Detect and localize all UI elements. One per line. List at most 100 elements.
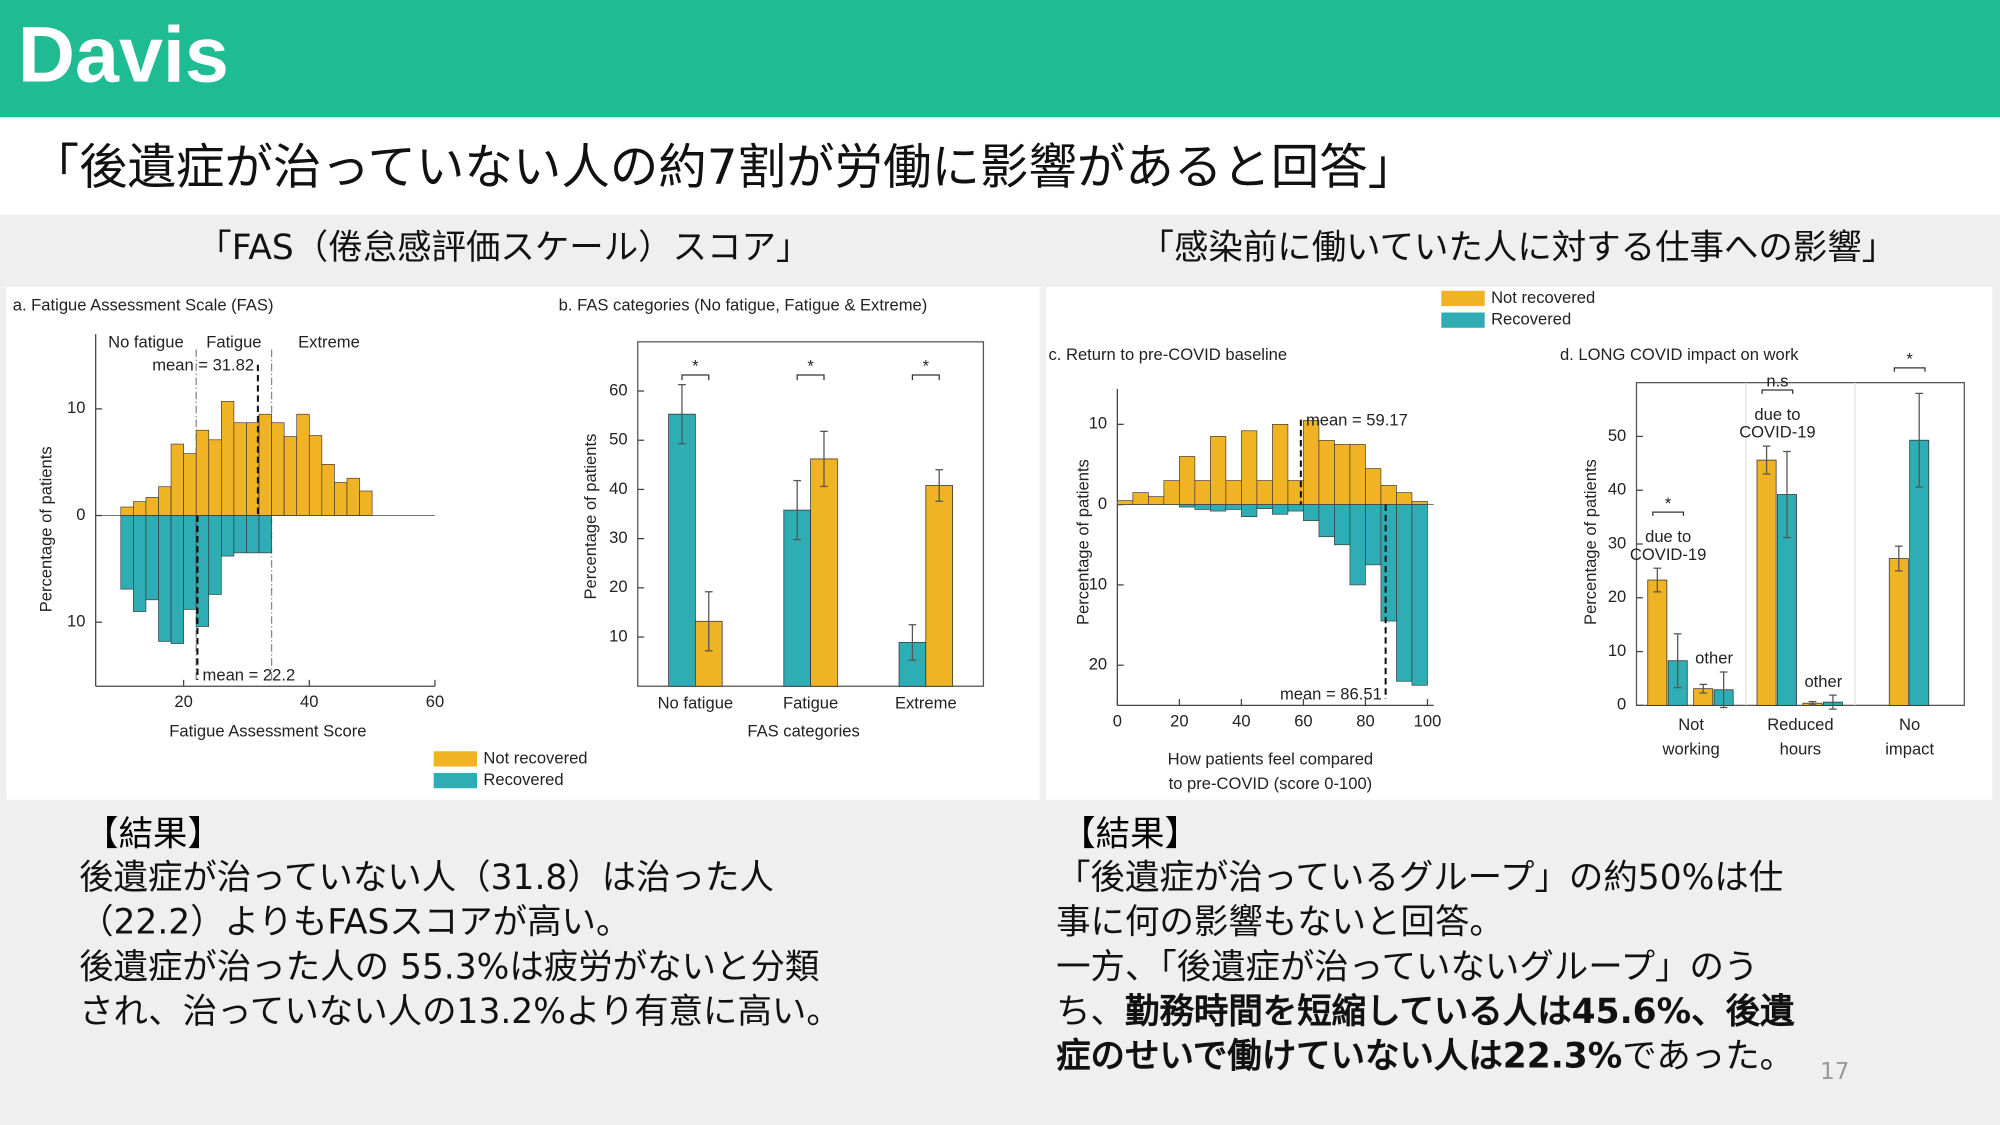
result-text: 症のせいで働けていない人は22.3%: [1056, 1036, 1623, 1077]
bar: [810, 458, 838, 687]
legend-label: Recovered: [1491, 310, 1571, 329]
y-tick-label: 20: [1608, 587, 1626, 606]
y-tick-label: 40: [1608, 480, 1626, 499]
x-tick-label: 60: [1294, 711, 1312, 730]
histogram-bar: [1349, 504, 1366, 586]
y-tick-label: 50: [609, 430, 627, 449]
left-result-label: 【結果】: [84, 815, 222, 855]
histogram-bar: [246, 515, 260, 554]
histogram-bar: [296, 413, 310, 516]
y-tick-label: 10: [1089, 414, 1107, 433]
histogram-bar: [1287, 504, 1304, 512]
histogram-bar: [1210, 504, 1227, 512]
histogram-bar: [1303, 420, 1320, 505]
histogram-bar: [1163, 480, 1180, 505]
header-title: Davis: [17, 11, 229, 100]
legend-swatch: [1441, 312, 1485, 328]
histogram-bar: [120, 506, 134, 516]
y-tick-label: 0: [1098, 494, 1107, 513]
histogram-bar: [1334, 444, 1351, 505]
left-heading: 「FAS（倦怠感評価スケール）スコア」: [197, 228, 811, 268]
x-tick-label: 20: [1170, 711, 1188, 730]
chart-title: b. FAS categories (No fatigue, Fatigue &…: [559, 295, 928, 314]
y-axis-label: Percentage of patients: [1074, 459, 1093, 625]
histogram-bar: [346, 477, 360, 516]
significance-bracket: [1652, 511, 1685, 516]
histogram-bar: [1411, 501, 1428, 505]
significance: *: [1906, 350, 1913, 369]
bar: [1647, 579, 1668, 706]
group-label: impact: [1885, 739, 1934, 758]
histogram-bar: [170, 443, 184, 516]
histogram-bar: [1148, 496, 1165, 505]
histogram-bar: [133, 501, 147, 516]
histogram-bar: [1365, 468, 1382, 505]
result-text: 後遺症が治っていない人（31.8）は治った人: [79, 858, 774, 898]
result-line: 症のせいで働けていない人は22.3%であった。: [1056, 1028, 1794, 1078]
result-text: 勤務時間を短縮している人は45.6%、後遺: [1124, 992, 1795, 1032]
histogram-bar: [183, 515, 197, 610]
result-text: であった。: [1622, 1036, 1795, 1077]
x-axis-label: How patients feel compared: [1168, 750, 1374, 769]
x-axis-label: to pre-COVID (score 0-100): [1169, 774, 1373, 793]
histogram-bar: [258, 515, 272, 554]
histogram-bar: [1411, 504, 1428, 686]
x-axis-label: Fatigue Assessment Score: [169, 722, 366, 741]
legend-swatch: [1441, 290, 1485, 307]
histogram-bar: [221, 515, 235, 557]
histogram-bar: [1349, 444, 1366, 505]
result-line: 後遺症が治っていない人（31.8）は治った人: [79, 849, 774, 899]
bar-label: other: [1804, 672, 1842, 691]
significance-bracket: [796, 374, 825, 381]
mean-label: mean = 31.82: [152, 355, 254, 374]
histogram-bar: [145, 515, 159, 601]
histogram-bar: [1272, 424, 1289, 505]
x-tick-label: 0: [1113, 711, 1122, 730]
group-label: Not: [1678, 715, 1704, 734]
histogram-bar: [158, 515, 172, 642]
histogram-bar: [233, 515, 247, 554]
x-tick-label: 20: [174, 692, 192, 711]
histogram-bar: [321, 464, 335, 516]
histogram-bar: [1396, 504, 1413, 682]
y-tick-label: 10: [609, 626, 627, 645]
right-result-label: 【結果】: [1061, 815, 1199, 855]
histogram-bar: [183, 453, 197, 516]
legend-label: Recovered: [483, 770, 563, 789]
x-tick-label: 100: [1414, 711, 1442, 730]
y-tick-label: 30: [1608, 533, 1626, 552]
histogram-bar: [1365, 504, 1382, 566]
histogram-bar: [1179, 456, 1196, 505]
result-line: 事に何の影響もないと回答。: [1056, 894, 1504, 944]
significance: n.s: [1766, 372, 1788, 391]
histogram-bar: [283, 436, 298, 516]
bar: [668, 413, 696, 687]
histogram-bar: [221, 401, 235, 516]
right-panel: [1045, 286, 1993, 800]
group-label: No: [1899, 715, 1920, 734]
histogram-bar: [1256, 480, 1273, 505]
x-tick-label: 60: [426, 692, 444, 711]
group-label: working: [1662, 739, 1720, 758]
x-tick-label: 40: [1232, 711, 1250, 730]
y-tick-label: 60: [609, 380, 627, 399]
region-label: No fatigue: [108, 332, 184, 351]
histogram-bar: [1225, 480, 1242, 505]
histogram-bar: [1396, 492, 1413, 505]
x-tick-label: 80: [1356, 711, 1374, 730]
page-number: 17: [1820, 1058, 1850, 1086]
subtitle: 「後遺症が治っていない人の約7割が労働に影響があると回答」: [30, 139, 1417, 196]
histogram-bar: [1241, 430, 1258, 505]
histogram-bar: [1318, 504, 1335, 538]
result-line: され、治っていない人の13.2%より有意に高い。: [79, 983, 841, 1033]
significance: *: [923, 357, 930, 376]
significance: *: [692, 357, 699, 376]
bar-label: COVID-19: [1739, 423, 1815, 442]
histogram-bar: [208, 515, 222, 595]
histogram-bar: [145, 497, 159, 516]
histogram-bar: [195, 429, 210, 516]
y-tick-label: 0: [76, 505, 85, 524]
